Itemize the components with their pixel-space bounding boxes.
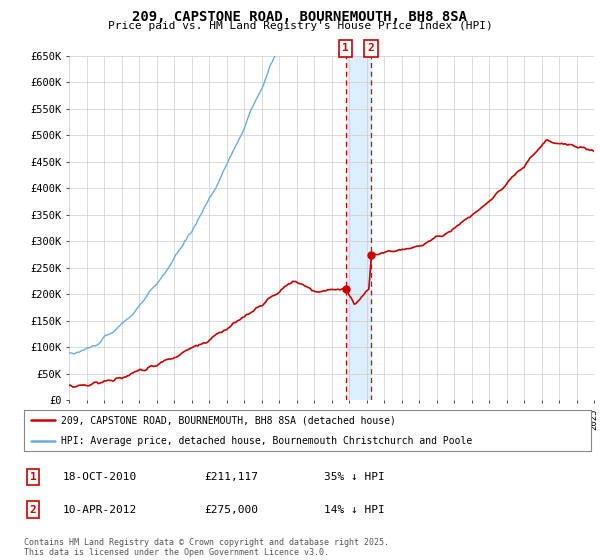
Text: 18-OCT-2010: 18-OCT-2010	[63, 472, 137, 482]
Text: £275,000: £275,000	[204, 505, 258, 515]
Text: Contains HM Land Registry data © Crown copyright and database right 2025.
This d: Contains HM Land Registry data © Crown c…	[24, 538, 389, 557]
Text: £211,117: £211,117	[204, 472, 258, 482]
Text: 1: 1	[342, 43, 349, 53]
Text: Price paid vs. HM Land Registry's House Price Index (HPI): Price paid vs. HM Land Registry's House …	[107, 21, 493, 31]
Text: 10-APR-2012: 10-APR-2012	[63, 505, 137, 515]
Bar	[346, 56, 371, 400]
Text: 209, CAPSTONE ROAD, BOURNEMOUTH, BH8 8SA: 209, CAPSTONE ROAD, BOURNEMOUTH, BH8 8SA	[133, 10, 467, 24]
Text: 14% ↓ HPI: 14% ↓ HPI	[324, 505, 385, 515]
Text: 1: 1	[29, 472, 37, 482]
Text: 2: 2	[29, 505, 37, 515]
Text: HPI: Average price, detached house, Bournemouth Christchurch and Poole: HPI: Average price, detached house, Bour…	[61, 436, 472, 446]
Text: 209, CAPSTONE ROAD, BOURNEMOUTH, BH8 8SA (detached house): 209, CAPSTONE ROAD, BOURNEMOUTH, BH8 8SA…	[61, 415, 396, 425]
Text: 35% ↓ HPI: 35% ↓ HPI	[324, 472, 385, 482]
Text: 2: 2	[367, 43, 374, 53]
